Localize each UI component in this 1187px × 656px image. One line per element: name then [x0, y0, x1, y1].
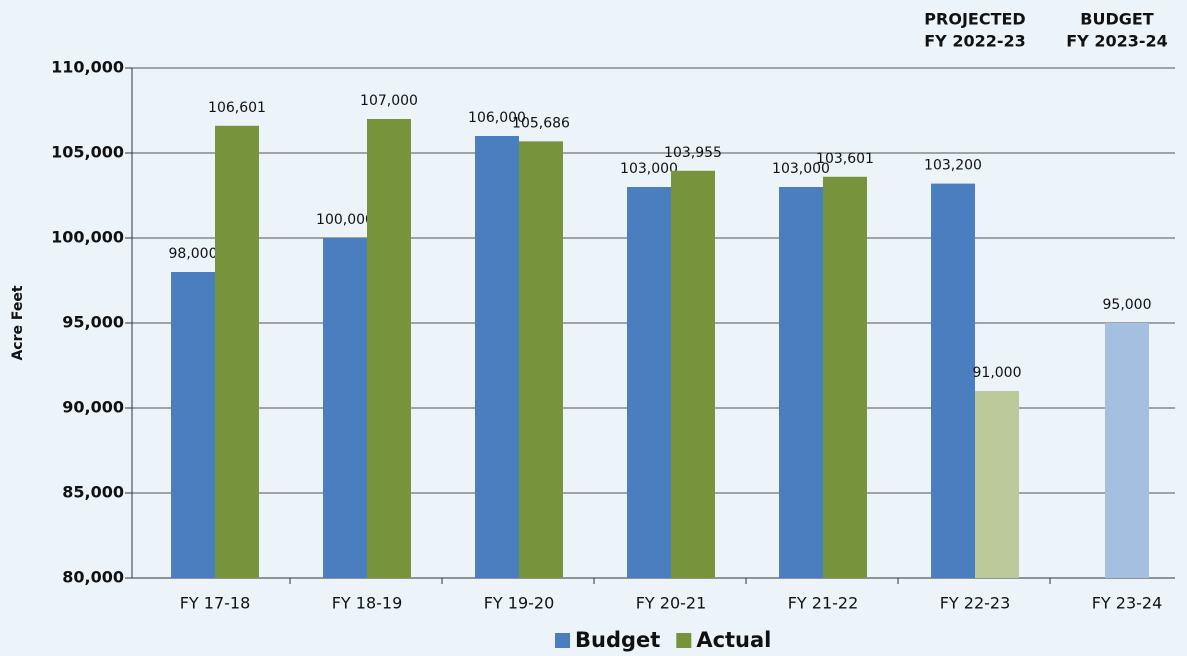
legend-swatch — [555, 633, 570, 648]
bar — [823, 176, 867, 578]
value-label: 100,000 — [316, 212, 374, 228]
y-tick-label: 85,000 — [62, 483, 124, 502]
y-tick-label: 110,000 — [51, 58, 124, 77]
legend-label: Budget — [575, 628, 660, 652]
y-tick-label: 80,000 — [62, 568, 124, 587]
bar — [779, 187, 823, 578]
y-tick-label: 90,000 — [62, 398, 124, 417]
x-tick-label: FY 17-18 — [180, 594, 251, 613]
x-tick-label: FY 21-22 — [788, 594, 859, 613]
legend-label: Actual — [696, 628, 771, 652]
value-label: 103,200 — [924, 158, 982, 174]
bar — [367, 119, 411, 578]
y-tick-label: 95,000 — [62, 313, 124, 332]
bar — [171, 272, 215, 578]
bar — [671, 170, 715, 578]
annotation: FY 2023-24 — [1066, 32, 1168, 51]
x-tick-label: FY 22-23 — [940, 594, 1011, 613]
bar — [1105, 323, 1149, 578]
bar — [519, 141, 563, 578]
annotation: FY 2022-23 — [924, 32, 1026, 51]
x-tick-label: FY 20-21 — [636, 594, 707, 613]
value-label: 103,000 — [620, 161, 678, 177]
value-label: 95,000 — [1103, 297, 1152, 313]
value-label: 106,601 — [208, 100, 266, 116]
value-label: 106,000 — [468, 110, 526, 126]
bar — [931, 183, 975, 578]
value-label: 91,000 — [973, 365, 1022, 381]
annotation: BUDGET — [1080, 10, 1154, 29]
x-tick-label: FY 18-19 — [332, 594, 403, 613]
bar — [215, 125, 259, 579]
bar — [323, 238, 367, 578]
bar — [475, 136, 519, 578]
bar — [975, 391, 1019, 578]
value-label: 103,601 — [816, 151, 874, 167]
bar — [627, 187, 671, 578]
value-label: 103,000 — [772, 161, 830, 177]
x-tick-label: FY 19-20 — [484, 594, 555, 613]
value-label: 103,955 — [664, 145, 722, 161]
y-axis-title: Acre Feet — [10, 285, 26, 360]
value-label: 105,686 — [512, 115, 570, 131]
value-label: 98,000 — [169, 246, 218, 262]
y-tick-label: 100,000 — [51, 228, 124, 247]
legend-swatch — [676, 633, 692, 648]
value-label: 107,000 — [360, 93, 418, 109]
annotation: PROJECTED — [924, 10, 1025, 29]
y-tick-label: 105,000 — [51, 143, 124, 162]
x-tick-label: FY 23-24 — [1092, 594, 1163, 613]
